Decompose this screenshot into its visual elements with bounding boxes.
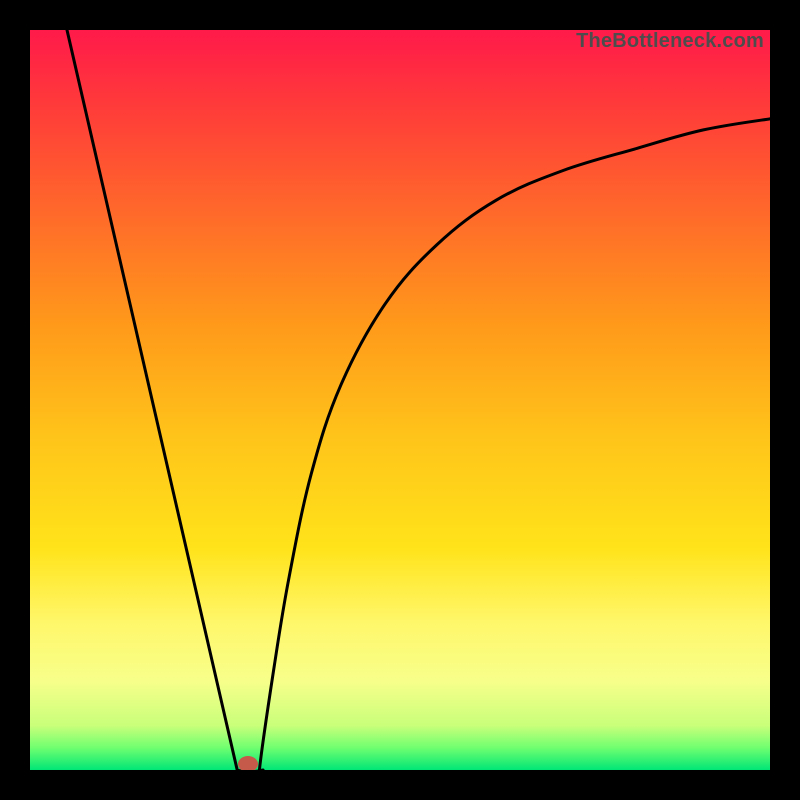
bottleneck-curve — [30, 30, 770, 770]
plot-frame: TheBottleneck.com — [0, 0, 800, 800]
plot-area: TheBottleneck.com — [30, 30, 770, 770]
optimal-point-marker — [238, 756, 258, 770]
curve-path — [67, 30, 770, 770]
